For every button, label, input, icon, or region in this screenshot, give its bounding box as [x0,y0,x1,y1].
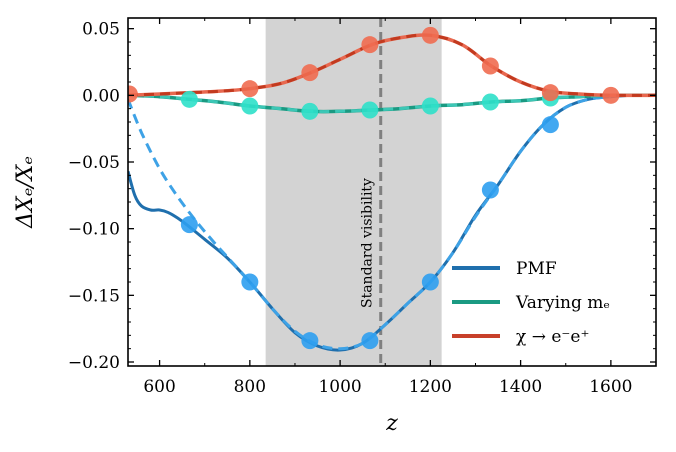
varying-me-marker [241,97,259,115]
x-tick-label: 1000 [318,377,361,397]
y-tick-label: 0.00 [82,86,120,106]
chi-decay-marker [241,80,259,98]
chi-decay-marker [421,26,439,44]
y-tick-label: −0.10 [68,220,120,240]
chi-decay-marker [128,85,138,103]
x-tick-label: 1400 [499,377,542,397]
pmf-marker [361,332,379,350]
y-axis-label: ΔXₑ/Xₑ [13,156,38,229]
chi-decay-marker [602,86,620,104]
pmf-marker [421,273,439,291]
pmf-marker [180,216,198,234]
tick-layer: 600 800 1000 1200 1400 1600 0.05 0.00 −0.05 −0.10… [68,18,657,397]
varying-me-marker [481,93,499,111]
legend-label-varying-me: Varying mₑ [515,293,610,313]
standard-visibility-label: Standard visibility [360,178,376,308]
legend-label-pmf: PMF [516,259,557,279]
pmf-marker [241,273,259,291]
pmf-marker [481,181,499,199]
chi-decay-marker [541,84,559,102]
chi-decay-marker [481,57,499,75]
varying-me-marker [180,90,198,108]
varying-me-marker [421,97,439,115]
y-tick-label: −0.05 [68,153,120,173]
pmf-marker [541,116,559,134]
x-axis-label: z [385,411,398,436]
visibility-band [265,18,442,366]
x-tick-label: 600 [143,377,175,397]
x-tick-label: 1200 [409,377,452,397]
varying-me-marker [301,102,319,120]
x-tick-label: 1600 [589,377,632,397]
y-tick-label: −0.15 [68,286,120,306]
plot-area [128,18,656,366]
pmf-marker [301,332,319,350]
x-tick-label: 800 [234,377,266,397]
chi-decay-marker [301,64,319,82]
y-tick-label: −0.20 [68,353,120,373]
legend: PMF Varying mₑ χ → e⁻e⁺ [452,259,610,347]
legend-label-chi-decay: χ → e⁻e⁺ [516,327,589,347]
axes-frame [127,17,657,367]
chi-decay-marker [361,36,379,54]
varying-me-marker [361,101,379,119]
y-tick-label: 0.05 [82,20,120,40]
